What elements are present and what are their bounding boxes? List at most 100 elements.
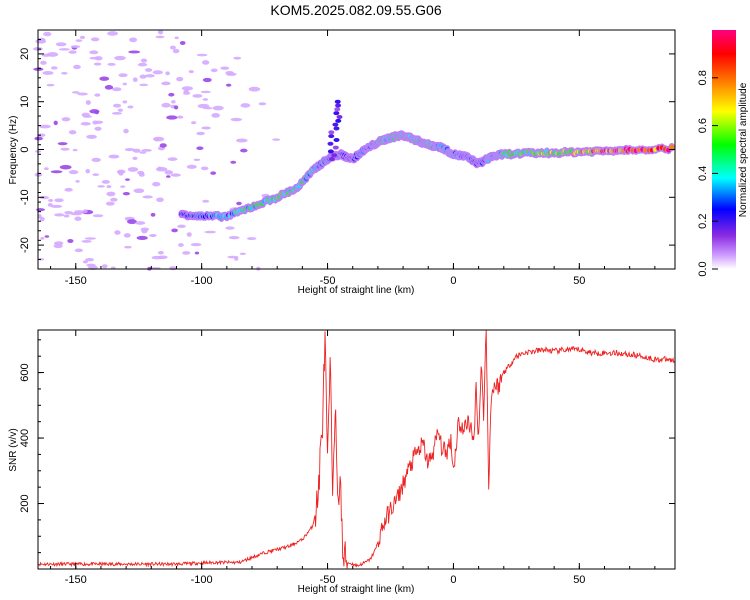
noise-blob [152,181,161,187]
noise-blob [67,239,74,244]
noise-blob [54,213,65,217]
noise-blob [159,143,167,148]
noise-blob [57,142,68,146]
noise-blob [122,100,128,104]
noise-blob [220,66,230,70]
spectrogram-x-tick-label: 50 [573,275,585,287]
spectrogram-y-tick-label: 10 [19,96,31,108]
noise-blob [133,188,145,194]
noise-blob [258,102,267,106]
colorbar-ticks: 0.0 0.2 0.4 0.6 0.8 [697,70,718,277]
noise-blob [183,89,189,94]
noise-blob [47,202,53,207]
noise-blob [39,216,45,222]
noise-blob [94,110,99,115]
noise-blob [106,191,116,197]
noise-blob [166,175,171,178]
noise-blob [94,93,101,97]
noise-blob [176,76,184,82]
noise-blob [135,221,146,225]
snr-y-axis-title: SNR (v/v) [8,428,19,471]
noise-blob [202,106,213,110]
noise-blob [86,134,97,139]
snr-x-tick-label: -150 [65,574,87,586]
noise-blob [99,76,110,81]
spectrogram-x-axis-title: Height of straight line (km) [298,285,415,296]
noise-blob [74,216,82,221]
noise-blob [106,185,112,189]
noise-blob [228,235,240,240]
snr-x-tick-label: 50 [573,574,585,586]
snr-axes: -150 -100 -50 0 50 200 400 600 [19,330,675,586]
noise-blob [132,156,138,161]
noise-blob [120,185,126,188]
noise-blob [37,37,46,42]
noise-blob [166,115,178,120]
noise-blob [272,138,281,141]
noise-blob [179,40,186,45]
colorbar-tick-label: 0.8 [697,70,709,85]
noise-blob [118,73,128,78]
noise-blob [201,126,211,130]
noise-blob [92,214,104,218]
colorbar-tick-label: 0.6 [697,118,709,133]
snr-x-tick-label: 0 [450,574,456,586]
noise-blob [202,98,209,101]
noise-blob [193,158,201,162]
noise-blob [200,90,212,94]
noise-blob [127,105,134,109]
noise-blob [211,113,220,118]
noise-blob [74,248,84,253]
noise-blob [82,115,92,118]
noise-blob [157,251,164,255]
noise-blob [43,167,49,171]
colorbar-label: Normalized spectral amplitude [738,82,749,217]
noise-blob [177,224,186,229]
signal-core [669,144,675,150]
noise-blob [182,251,191,255]
spike-blob [327,141,334,146]
noise-blob [225,83,232,87]
noise-blob [212,105,224,111]
spectrogram-x-tick-label: -50 [320,275,336,287]
noise-blob [82,260,88,264]
noise-blob [139,151,147,154]
noise-blob [46,52,59,57]
noise-blob [127,167,139,172]
noise-blob [122,82,127,86]
noise-blob [169,266,177,271]
noise-blob [128,50,141,54]
noise-blob [174,36,179,40]
noise-blob [196,53,208,57]
noise-blob [44,235,50,238]
noise-blob [161,81,171,86]
noise-blob [210,171,217,175]
noise-blob [46,83,55,87]
noise-blob [122,191,130,196]
noise-blob [150,212,156,217]
noise-blob [239,252,247,256]
noise-blob [43,31,52,37]
noise-blob [172,48,180,54]
noise-blob [125,178,130,181]
noise-blob [34,136,43,141]
spectrogram-y-tick-label: 20 [19,48,31,60]
spike-blob [334,107,341,112]
noise-blob [117,108,123,112]
spike-blob [328,130,335,135]
spike-blob [336,114,343,119]
snr-panel: -150 -100 -50 0 50 200 400 600 Height of straig… [8,329,676,595]
noise-blob [167,157,178,161]
noise-blob [202,77,212,83]
noise-blob [137,62,148,67]
spike-blob [333,126,340,131]
snr-y-tick-label: 200 [19,494,31,512]
noise-blob [157,29,164,35]
noise-blob [123,233,131,238]
noise-blob [107,31,119,36]
noise-blob [73,64,81,70]
snr-frame [37,329,676,570]
snr-x-tick-label: -50 [320,574,336,586]
spectrogram-x-tick-label: 0 [450,275,456,287]
noise-blob [64,210,73,215]
